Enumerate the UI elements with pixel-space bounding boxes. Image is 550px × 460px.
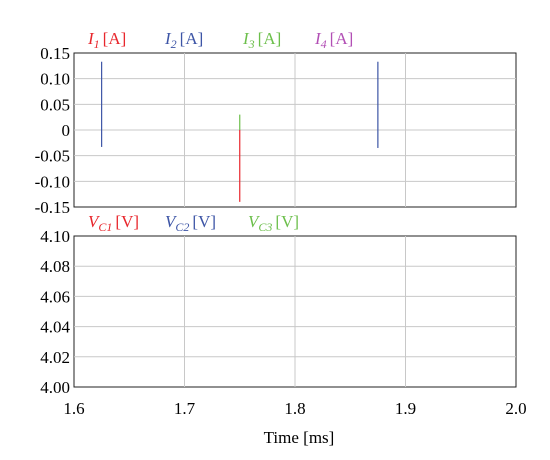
top-legend-entry: I3 [A]	[242, 29, 281, 51]
legend-symbol: I	[314, 29, 322, 48]
bottom-ytick-label: 4.08	[40, 257, 70, 276]
xtick-label: 1.7	[174, 399, 196, 418]
top-ytick-label: 0	[62, 121, 71, 140]
xtick-label: 1.8	[284, 399, 305, 418]
top-ytick-label: 0.15	[40, 44, 70, 63]
legend-unit: [A]	[103, 29, 127, 48]
legend-subscript: C3	[258, 220, 272, 234]
top-legend-entry: I2 [A]	[164, 29, 203, 51]
top-legend-entry: I1 [A]	[87, 29, 126, 51]
legend-unit: [A]	[330, 29, 354, 48]
legend-unit: [A]	[258, 29, 282, 48]
xtick-label: 1.9	[395, 399, 416, 418]
legend-symbol: I	[87, 29, 95, 48]
bottom-legend-entry: VC2 [V]	[165, 212, 216, 234]
bottom-legend-entry: VC1 [V]	[88, 212, 139, 234]
top-ytick-label: 0.05	[40, 95, 70, 114]
legend-symbol: I	[242, 29, 250, 48]
top-ytick-label: -0.05	[35, 147, 70, 166]
legend-symbol: I	[164, 29, 172, 48]
bottom-ytick-label: 4.06	[40, 287, 70, 306]
x-axis-label: Time [ms]	[264, 428, 335, 447]
legend-subscript: 1	[94, 37, 100, 51]
bottom-legend-entry: VC3 [V]	[248, 212, 299, 234]
top-ytick-label: -0.15	[35, 198, 70, 217]
xtick-label: 1.6	[63, 399, 84, 418]
legend-subscript: 2	[171, 37, 177, 51]
bottom-ytick-label: 4.10	[40, 227, 70, 246]
legend-subscript: 3	[248, 37, 255, 51]
bottom-ytick-label: 4.04	[40, 318, 70, 337]
legend-symbol: V	[165, 212, 178, 231]
legend-symbol: V	[88, 212, 101, 231]
top-ytick-label: -0.10	[35, 172, 70, 191]
voltage-panel: 4.10 4.08 4.06 4.04 4.02 4.00 1.6 1.7 1.8 1.9 2.0 V…	[40, 212, 526, 418]
legend-unit: [A]	[180, 29, 204, 48]
top-ytick-label: 0.10	[40, 70, 70, 89]
legend-unit: [V]	[275, 212, 299, 231]
bottom-ytick-label: 4.00	[40, 378, 70, 397]
legend-symbol: V	[248, 212, 261, 231]
legend-unit: [V]	[192, 212, 216, 231]
legend-unit: [V]	[115, 212, 139, 231]
top-legend-entry: I4 [A]	[314, 29, 353, 51]
bottom-ytick-label: 4.02	[40, 348, 70, 367]
legend-subscript: 4	[321, 37, 327, 51]
legend-subscript: C1	[98, 220, 112, 234]
xtick-label: 2.0	[505, 399, 526, 418]
legend-subscript: C2	[175, 220, 189, 234]
